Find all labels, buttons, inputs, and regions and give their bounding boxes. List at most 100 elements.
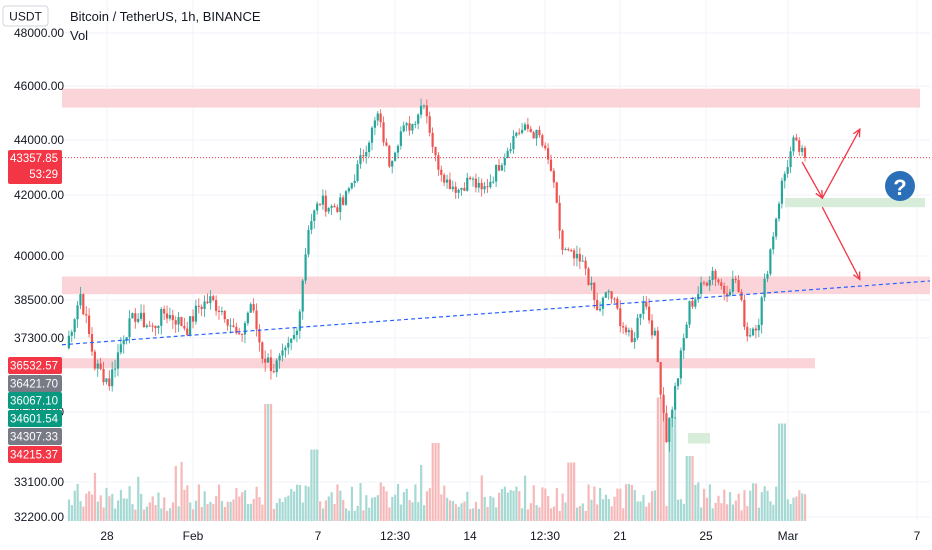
- volume-bar: [740, 510, 743, 521]
- projection-arrow: [821, 206, 861, 280]
- candle-body: [604, 292, 607, 298]
- candle-body: [503, 158, 506, 166]
- candle-body: [191, 316, 195, 322]
- candle-body: [359, 155, 362, 165]
- volume-bar: [428, 488, 431, 521]
- candle-body: [203, 301, 206, 309]
- countdown-label: 53:29: [29, 169, 58, 181]
- candle-body: [598, 308, 602, 311]
- volume-bar: [642, 495, 645, 521]
- candle-body: [466, 177, 469, 191]
- candle-body: [757, 324, 760, 331]
- candle-body: [772, 236, 775, 250]
- candle-body: [477, 182, 480, 188]
- candle-body: [197, 305, 200, 307]
- candle-body: [336, 207, 339, 212]
- candle-body: [593, 282, 596, 300]
- candle-body: [402, 125, 405, 132]
- volume-bar: [148, 502, 151, 521]
- volume-bar: [772, 504, 775, 521]
- volume-bar: [370, 497, 374, 521]
- candle-body: [111, 369, 114, 387]
- volume-bar: [498, 492, 501, 521]
- candle-body: [480, 182, 483, 190]
- volume-bar: [726, 504, 729, 521]
- candle-body: [463, 187, 466, 191]
- candle-body: [376, 113, 379, 121]
- volume-bar: [789, 504, 792, 521]
- price-tag-label: 36067.10: [10, 396, 58, 408]
- price-tag: [8, 357, 62, 374]
- candle-body: [474, 178, 478, 188]
- x-tick-label: 12:30: [380, 529, 410, 543]
- volume-bar: [350, 486, 353, 521]
- volume-bar: [506, 492, 509, 521]
- candle-body: [385, 142, 388, 146]
- candle-body: [795, 137, 798, 141]
- volume-bar: [183, 489, 186, 521]
- candle-body: [85, 314, 88, 316]
- candle-body: [798, 140, 801, 152]
- candle-body: [269, 357, 273, 372]
- volume-bar: [223, 506, 226, 521]
- y-tick-label: 33100.00: [14, 475, 64, 489]
- candle-body: [382, 122, 385, 143]
- candle-body: [500, 165, 503, 171]
- candle-body: [636, 317, 639, 338]
- volume-bar: [697, 482, 700, 521]
- volume-bar: [382, 486, 385, 521]
- candle-body: [523, 124, 527, 131]
- volume-bar: [111, 493, 114, 521]
- volume-bar: [472, 508, 475, 521]
- candle-body: [639, 313, 642, 318]
- volume-bar: [457, 506, 460, 521]
- candle-body: [622, 326, 625, 328]
- volume-bar: [246, 503, 250, 521]
- candle-body: [70, 332, 73, 336]
- volume-bar: [578, 505, 582, 521]
- volume-bar: [166, 510, 169, 521]
- volume-bar: [232, 499, 235, 521]
- volume-bar: [682, 503, 685, 521]
- volume-bar: [616, 488, 619, 521]
- candle-body: [561, 230, 564, 250]
- volume-bar: [575, 507, 579, 521]
- candle-body: [82, 294, 85, 315]
- volume-bar: [342, 499, 345, 521]
- candle-body: [116, 352, 120, 369]
- axes: 48000.00 46000.00 44000.00 42000.00 40000.00…: [14, 26, 921, 543]
- candle-body: [411, 123, 414, 131]
- currency-badge[interactable]: [2, 5, 49, 27]
- volume-bar: [278, 498, 281, 521]
- volume-bar: [599, 487, 602, 521]
- candle-body: [353, 180, 356, 184]
- candle-body: [180, 317, 183, 327]
- zones: [62, 88, 930, 444]
- volume-bar: [304, 485, 307, 521]
- candle-body: [313, 210, 316, 222]
- candle-body: [792, 137, 795, 152]
- candle-body: [749, 335, 752, 337]
- volume-bar: [140, 493, 143, 521]
- candle-body: [321, 195, 325, 205]
- volume-bar: [321, 508, 325, 521]
- volume-bar: [310, 449, 313, 521]
- volume-bar: [483, 496, 486, 521]
- volume-bar: [604, 494, 608, 521]
- currency-badge-label: USDT: [9, 10, 42, 24]
- volume-bar: [336, 484, 339, 521]
- volume-bar: [96, 501, 99, 521]
- candle-body: [469, 177, 472, 180]
- candle-body: [422, 105, 426, 107]
- volume-indicator-label[interactable]: Vol: [70, 28, 88, 43]
- volume-bar: [509, 489, 512, 521]
- candle-body: [339, 197, 342, 212]
- volume-bar: [293, 491, 296, 521]
- candle-body: [131, 313, 134, 319]
- question-icon[interactable]: [885, 171, 915, 201]
- volume-bar: [385, 491, 388, 521]
- candle-body: [67, 335, 70, 349]
- volume-bar: [523, 475, 527, 521]
- candle-body: [324, 195, 327, 212]
